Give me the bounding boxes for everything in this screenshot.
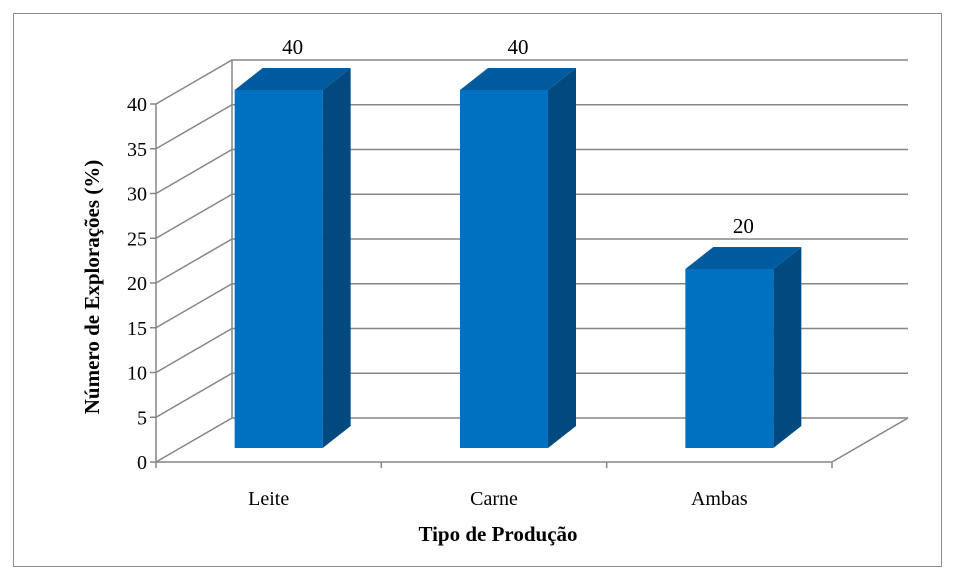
y-tick-label: 10 [127, 363, 147, 385]
bar-top [234, 68, 351, 90]
data-label: 40 [282, 35, 303, 59]
bar-side [548, 68, 576, 448]
gridline [155, 193, 908, 239]
y-tick-label: 35 [127, 139, 147, 161]
gridline [155, 148, 908, 195]
y-tick-label: 0 [137, 452, 147, 474]
gridline [155, 327, 908, 374]
x-axis-title: Tipo de Produção [418, 522, 577, 546]
x-axis-ticks [155, 462, 833, 468]
gridline [155, 417, 908, 463]
gridline [155, 104, 908, 150]
data-labels: 40 40 20 [282, 35, 754, 238]
bar-side [322, 68, 351, 448]
category-label: Carne [470, 488, 518, 510]
bar-front [234, 90, 323, 448]
y-tick-label: 25 [127, 228, 147, 250]
bar-top [685, 247, 802, 269]
bar [460, 68, 576, 448]
bar [234, 68, 351, 448]
gridline [155, 238, 908, 284]
category-labels: Leite Carne Ambas [248, 488, 748, 510]
data-label: 20 [733, 214, 754, 238]
bar-top [460, 68, 576, 90]
gridlines [155, 59, 908, 463]
chart-frame: 0 5 10 15 20 25 30 35 40 40 40 20 Leite Carne Ambas … [13, 13, 942, 567]
category-label: Ambas [691, 488, 748, 510]
y-tick-label: 30 [127, 184, 147, 206]
bar-front [685, 269, 774, 448]
bar-front [460, 90, 548, 448]
bar-side [773, 247, 802, 448]
gridline [155, 283, 908, 329]
bar [685, 247, 802, 448]
gridline [155, 59, 908, 105]
y-tick-label: 40 [127, 94, 147, 116]
gridline [155, 372, 908, 418]
y-tick-label: 5 [137, 407, 147, 429]
y-axis-ticks: 0 5 10 15 20 25 30 35 40 [127, 94, 156, 474]
bars [234, 68, 802, 448]
category-label: Leite [248, 488, 289, 510]
y-tick-label: 20 [127, 273, 147, 295]
data-label: 40 [508, 35, 529, 59]
y-axis-title: Número de Explorações (%) [80, 160, 104, 415]
y-tick-label: 15 [127, 318, 147, 340]
